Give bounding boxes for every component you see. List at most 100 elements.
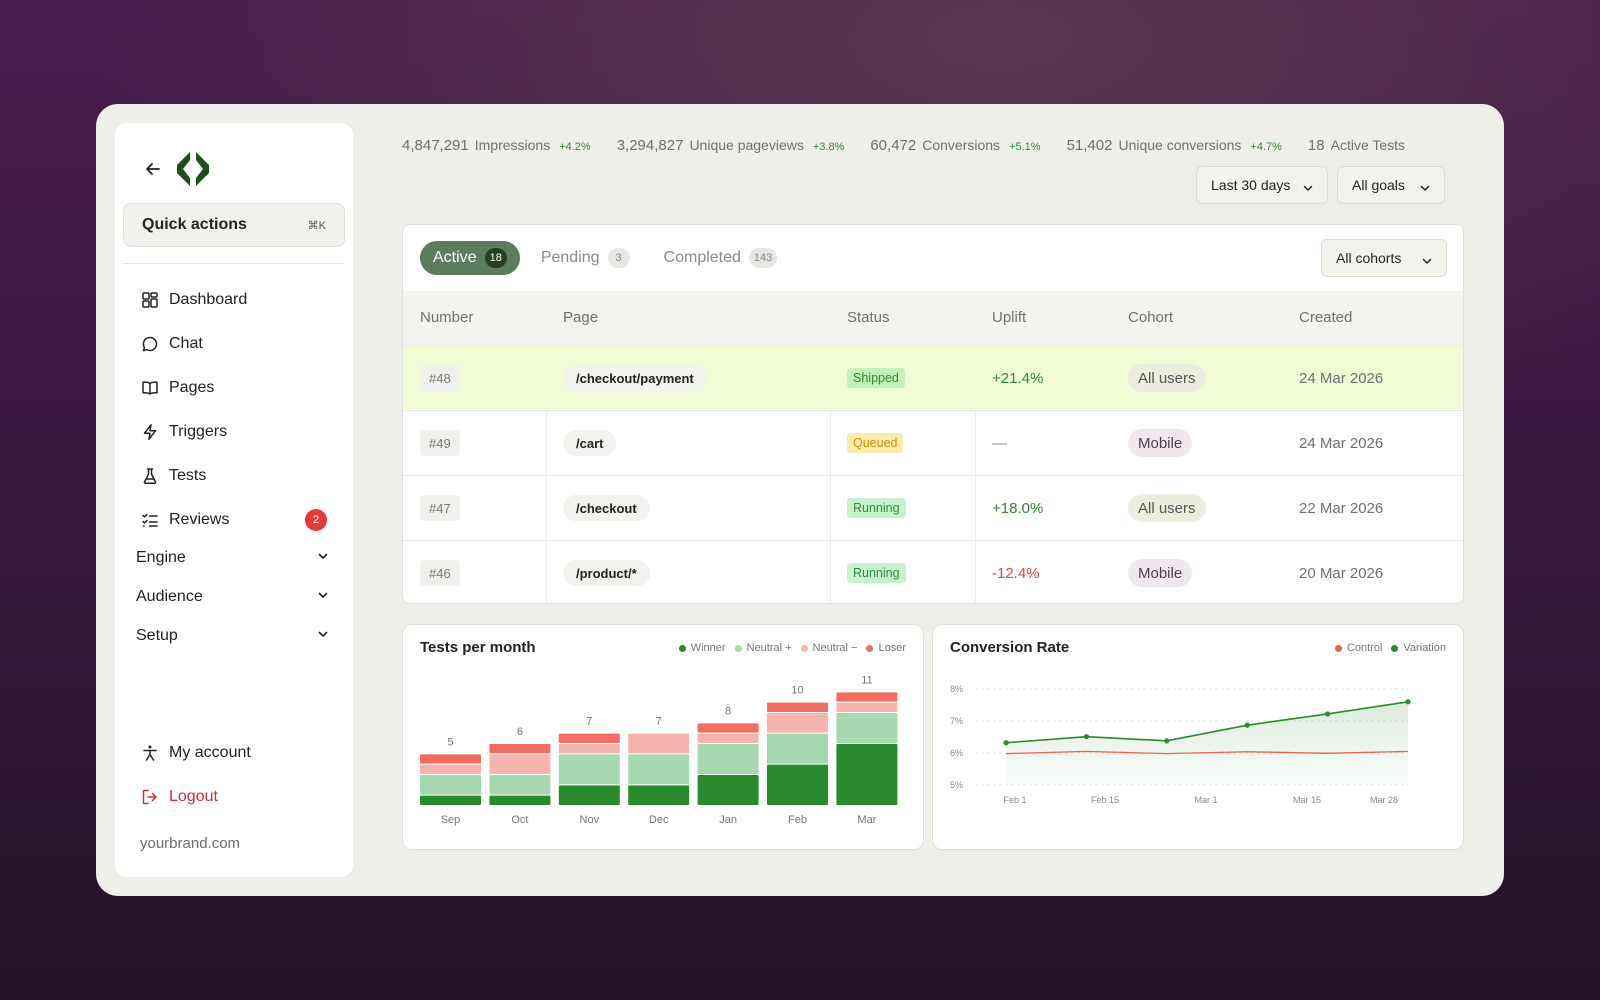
created-date: 22 Mar 2026 — [1299, 499, 1384, 517]
bar-segment — [558, 754, 620, 785]
checklist-icon — [141, 511, 159, 529]
sidebar-group-engine[interactable]: Engine — [123, 538, 345, 578]
bar-segment — [489, 754, 551, 774]
bar-total-label: 10 — [791, 685, 803, 697]
tab-label: Completed — [663, 249, 741, 266]
stat-label: Unique conversions — [1118, 137, 1242, 153]
legend-dot — [1391, 644, 1399, 652]
col-status[interactable]: Status — [847, 309, 890, 326]
stat-change: +4.7% — [1250, 141, 1282, 153]
y-tick-label: 5% — [950, 780, 963, 790]
table-row[interactable]: #48 /checkout/payment Shipped +21.4% All… — [403, 345, 1463, 409]
test-page[interactable]: /product/* — [563, 560, 650, 586]
sidebar-item-label: Tests — [169, 467, 207, 484]
legend-label: Loser — [878, 642, 906, 654]
sidebar-item-triggers[interactable]: Triggers — [123, 410, 345, 454]
col-number[interactable]: Number — [420, 309, 474, 326]
legend-dot — [1334, 644, 1342, 652]
stat-label: Active Tests — [1330, 137, 1406, 153]
stat-value: 60,472 — [870, 137, 917, 154]
x-tick-label: Jan — [719, 814, 737, 826]
x-tick-label: Mar 1 — [1194, 795, 1217, 805]
person-icon — [141, 744, 159, 762]
stat-unique-conversions: 51,402 Unique conversions +4.7% — [1067, 137, 1282, 154]
sidebar-item-label: Dashboard — [169, 291, 248, 308]
column-separator — [546, 541, 547, 603]
sidebar-item-chat[interactable]: Chat — [123, 322, 345, 366]
cohorts-dropdown[interactable]: All cohorts — [1321, 239, 1447, 277]
sidebar-item-label: Triggers — [169, 423, 228, 440]
bar-segment — [697, 723, 759, 733]
tab-completed[interactable]: Completed 143 — [651, 241, 791, 275]
bar-segment — [558, 733, 620, 743]
legend-item-neutral-minus: Neutral − — [800, 642, 857, 654]
logout-button[interactable]: Logout — [123, 775, 345, 819]
quick-actions-label: Quick actions — [142, 216, 247, 233]
col-cohort[interactable]: Cohort — [1128, 309, 1174, 326]
stat-label: Impressions — [474, 137, 551, 153]
stat-value: 51,402 — [1066, 137, 1113, 154]
quick-actions-button[interactable]: Quick actions ⌘K — [123, 203, 345, 247]
group-label: Setup — [136, 627, 178, 644]
logout-label: Logout — [169, 788, 218, 805]
column-separator — [830, 411, 831, 475]
status-badge: Running — [847, 498, 906, 518]
uplift-value: +21.4% — [992, 369, 1044, 387]
sidebar-group-audience[interactable]: Audience — [123, 577, 345, 617]
goals-dropdown[interactable]: All goals — [1337, 166, 1445, 204]
test-number: #49 — [420, 430, 460, 456]
col-page[interactable]: Page — [563, 309, 599, 326]
legend-item-variation: Variation — [1391, 642, 1446, 654]
legend-dot — [734, 644, 742, 652]
variation-point — [1405, 699, 1411, 705]
bar-segment — [628, 754, 690, 785]
stats-bar: 4,847,291 Impressions +4.2% 3,294,827 Un… — [402, 137, 1440, 154]
test-page[interactable]: /cart — [563, 430, 617, 456]
x-tick-label: Feb — [788, 814, 807, 826]
sidebar-item-dashboard[interactable]: Dashboard — [123, 278, 345, 322]
logout-icon — [141, 788, 159, 806]
legend-label: Control — [1346, 642, 1383, 654]
tab-label: Active — [433, 249, 477, 266]
table-row[interactable]: #47 /checkout Running +18.0% All users 2… — [403, 475, 1463, 540]
bar-segment — [489, 744, 551, 754]
bar-total-label: 8 — [725, 705, 731, 717]
tab-pending[interactable]: Pending 3 — [528, 241, 643, 275]
uplift-value: -12.4% — [992, 564, 1040, 582]
legend-item-winner: Winner — [678, 642, 726, 654]
x-tick-label: Feb 1 — [1003, 795, 1026, 805]
variation-point — [1083, 734, 1089, 740]
back-arrow-icon[interactable] — [143, 159, 163, 179]
table-row[interactable]: #46 /product/* Running -12.4% Mobile 20 … — [403, 540, 1463, 603]
bar-total-label: 6 — [517, 726, 523, 738]
sidebar-item-reviews[interactable]: Reviews 2 — [123, 498, 345, 542]
sidebar-item-tests[interactable]: Tests — [123, 454, 345, 498]
col-uplift[interactable]: Uplift — [992, 309, 1027, 326]
bar-segment — [697, 775, 759, 805]
y-tick-label: 7% — [950, 716, 963, 726]
sidebar-nav: Dashboard Chat Pages Triggers Tests Revi… — [123, 278, 345, 542]
tab-active[interactable]: Active 18 — [420, 241, 520, 275]
sidebar-group-setup[interactable]: Setup — [123, 616, 345, 656]
chart-title: Conversion Rate — [950, 639, 1070, 656]
sidebar-item-pages[interactable]: Pages — [123, 366, 345, 410]
date-range-dropdown[interactable]: Last 30 days — [1196, 166, 1328, 204]
cohort-badge: All users — [1128, 494, 1206, 522]
stat-change: +3.8% — [812, 141, 845, 153]
bar-segment — [767, 702, 828, 712]
tab-count: 143 — [748, 248, 778, 268]
col-created[interactable]: Created — [1299, 309, 1353, 326]
bar-segment — [558, 744, 620, 754]
date-range-value: Last 30 days — [1211, 177, 1291, 193]
y-tick-label: 6% — [950, 748, 963, 758]
my-account-link[interactable]: My account — [123, 731, 345, 775]
group-label: Engine — [136, 549, 186, 566]
test-number: #47 — [420, 495, 460, 521]
test-page[interactable]: /checkout — [563, 495, 650, 521]
test-page[interactable]: /checkout/payment — [563, 365, 707, 391]
legend-dot — [678, 644, 686, 652]
legend-label: Neutral + — [746, 642, 792, 654]
bar-segment — [767, 733, 828, 764]
cohort-badge: Mobile — [1128, 559, 1193, 587]
table-row[interactable]: #49 /cart Queued — Mobile 24 Mar 2026 — [403, 410, 1463, 475]
